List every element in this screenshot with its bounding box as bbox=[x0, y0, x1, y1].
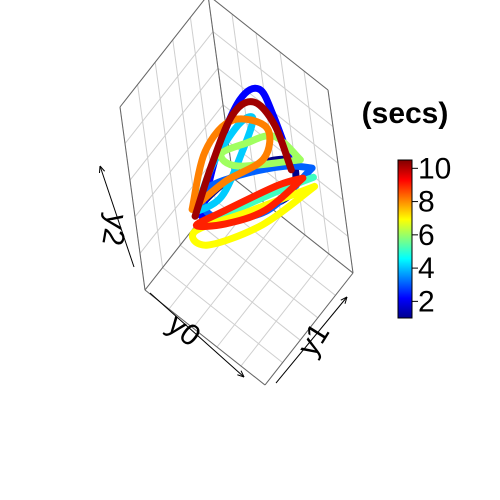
y-axis-arrow bbox=[275, 296, 348, 384]
gridline bbox=[154, 62, 181, 246]
series-line-t7 bbox=[189, 182, 319, 249]
y-axis-arrow-head bbox=[340, 296, 348, 301]
box-edge bbox=[119, 106, 146, 291]
colorbar-title: (secs) bbox=[362, 97, 449, 130]
box-edge bbox=[264, 272, 354, 386]
z-axis-arrow bbox=[99, 165, 135, 268]
colorbar-tick-label: 2 bbox=[418, 285, 435, 318]
box-edge bbox=[213, 0, 329, 91]
gridline bbox=[129, 67, 219, 181]
gridline bbox=[192, 215, 282, 329]
box-edge bbox=[327, 89, 354, 274]
x-axis-arrow-head bbox=[240, 370, 245, 378]
x-axis-arrow bbox=[149, 292, 245, 378]
gridline bbox=[217, 67, 339, 164]
gridline bbox=[216, 234, 306, 348]
colorbar-scale bbox=[397, 159, 413, 319]
gridline bbox=[279, 51, 306, 236]
y-axis-arrow-head bbox=[344, 296, 348, 304]
colorbar-tick-label: 6 bbox=[418, 219, 435, 252]
gridline bbox=[137, 84, 164, 268]
gridline bbox=[134, 104, 224, 218]
z-axis-arrow-head bbox=[98, 165, 101, 174]
colorbar-tick-label: 10 bbox=[418, 152, 451, 185]
series-line-t9 bbox=[192, 174, 307, 231]
box-edge bbox=[119, 0, 205, 108]
series-line-t10 bbox=[191, 98, 295, 220]
gridline bbox=[179, 244, 301, 341]
gridline bbox=[197, 222, 319, 319]
z-axis-arrow-head bbox=[99, 165, 106, 172]
axis-label-y0: y0 bbox=[161, 308, 206, 354]
gridline bbox=[240, 253, 330, 367]
gridline bbox=[213, 0, 329, 91]
gridline bbox=[303, 70, 330, 255]
series-line-t8 bbox=[188, 115, 274, 213]
colorbar-tick-label: 4 bbox=[418, 252, 435, 285]
gridline bbox=[124, 31, 214, 144]
series-layer bbox=[188, 84, 319, 249]
gridline bbox=[162, 267, 283, 363]
axis-label-y2: y2 bbox=[95, 211, 133, 248]
colorbar-tick-label: 8 bbox=[418, 186, 435, 219]
gridline bbox=[212, 31, 334, 127]
x-axis-arrow-head bbox=[237, 374, 245, 378]
